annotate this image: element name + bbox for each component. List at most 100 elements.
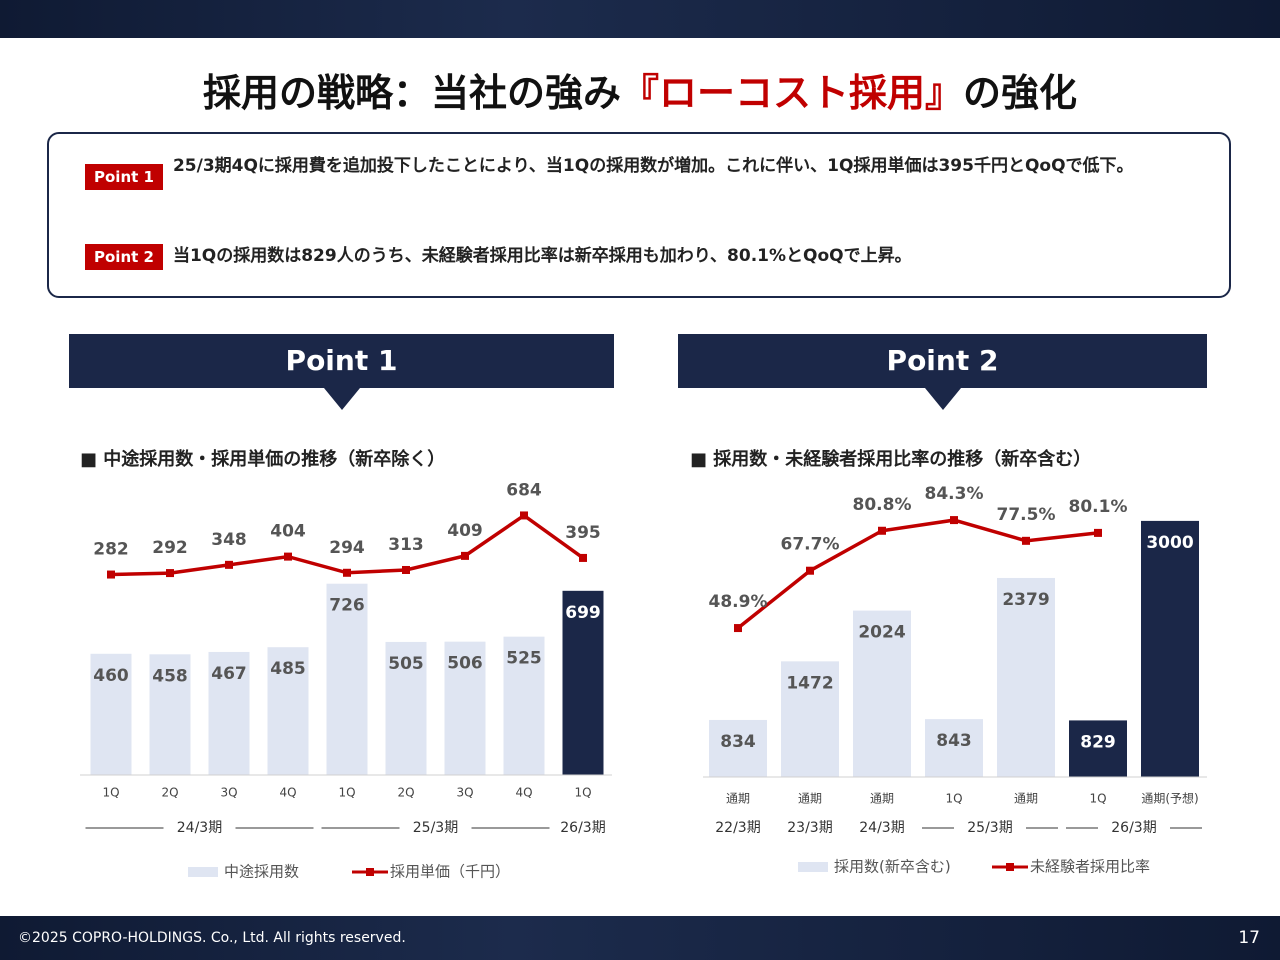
legend-swatch (188, 867, 218, 877)
x-tick-label: 通期 (870, 792, 894, 806)
bar (503, 636, 545, 775)
line-marker (520, 511, 528, 520)
x-tick-label: 2Q (397, 786, 414, 800)
line-value-label: 84.3% (925, 484, 984, 504)
line-value-label: 684 (506, 480, 542, 500)
point-text: 25/3期4Qに採用費を追加投下したことにより、当1Qの採用数が増加。これに伴い… (172, 156, 1134, 176)
line-marker (166, 569, 174, 578)
group-label: 22/3期 (715, 820, 760, 836)
line-value-label: 80.8% (853, 495, 912, 515)
bar (781, 661, 839, 777)
bar (90, 653, 132, 775)
x-tick-label: 1Q (945, 792, 962, 806)
point-label: Point 1 (85, 164, 163, 190)
legend-swatch (1006, 863, 1014, 871)
footer: ©2025 COPRO-HOLDINGS. Co., Ltd. All righ… (0, 916, 1280, 960)
group-label: 24/3期 (177, 820, 222, 836)
x-tick-label: 通期(予想) (1141, 791, 1198, 806)
point-label: Point 2 (85, 244, 163, 270)
line-value-label: 395 (565, 523, 601, 543)
group-label: 26/3期 (560, 820, 605, 836)
footer-band (0, 916, 1280, 960)
x-tick-label: 4Q (279, 786, 296, 800)
line-marker (402, 565, 410, 574)
x-tick-label: 4Q (515, 786, 532, 800)
line-marker (878, 526, 886, 535)
bar-value-label: 458 (152, 666, 188, 686)
slide-title: 採用の戦略：当社の強み『ローコスト採用』の強化 (0, 62, 1280, 117)
x-tick-label: 2Q (161, 786, 178, 800)
line-value-label: 294 (329, 538, 365, 558)
line-value-label: 404 (270, 522, 306, 542)
bar-value-label: 2024 (858, 623, 905, 643)
bar-value-label: 506 (447, 654, 483, 674)
group-label: 24/3期 (859, 820, 904, 836)
chart-title: ■ 中途採用数・採用単価の推移（新卒除く） (80, 448, 445, 470)
bar (562, 590, 604, 775)
legend-label: 採用数(新卒含む) (834, 858, 951, 876)
line-value-label: 80.1% (1069, 497, 1128, 517)
line-marker (461, 551, 469, 560)
bar (326, 583, 368, 775)
bar (149, 654, 191, 775)
bar-value-label: 726 (329, 596, 365, 616)
x-tick-label: 1Q (102, 786, 119, 800)
line-marker (1022, 536, 1030, 545)
title-highlight: 『ローコスト採用』 (620, 71, 963, 115)
bar-value-label: 460 (93, 666, 129, 686)
bar (925, 719, 983, 777)
line-value-label: 409 (447, 521, 483, 541)
bar-value-label: 699 (565, 603, 601, 623)
line-marker (734, 624, 742, 633)
legend-label: 未経験者採用比率 (1030, 858, 1150, 876)
header-band (0, 0, 1280, 38)
bar-value-label: 505 (388, 654, 424, 674)
line-value-label: 282 (93, 540, 129, 560)
bar (853, 610, 911, 777)
bar (1141, 520, 1199, 777)
line-value-label: 48.9% (709, 592, 768, 612)
panel-header: Point 2 (678, 334, 1207, 410)
line-value-label: 77.5% (997, 505, 1056, 525)
bar (997, 577, 1055, 777)
bar (385, 641, 427, 775)
x-tick-label: 1Q (338, 786, 355, 800)
bar-value-label: 843 (936, 731, 972, 751)
line-marker (806, 566, 814, 575)
line-value-label: 292 (152, 538, 188, 558)
bar-value-label: 525 (506, 649, 542, 669)
line-marker (579, 553, 587, 562)
legend-label: 中途採用数 (224, 863, 299, 881)
line (736, 518, 1099, 630)
legend-label: 採用単価（千円） (390, 863, 510, 881)
bar (208, 651, 250, 775)
title-text: の強化 (963, 71, 1078, 115)
group-label: 25/3期 (967, 820, 1012, 836)
group-label: 23/3期 (787, 820, 832, 836)
bar (444, 641, 486, 775)
bar-value-label: 829 (1080, 732, 1116, 752)
line-marker (284, 552, 292, 561)
bar-value-label: 2379 (1002, 590, 1049, 610)
bar-value-label: 1472 (786, 673, 833, 693)
line-marker (343, 568, 351, 577)
line-value-label: 67.7% (781, 535, 840, 555)
points-box: Point 1 25/3期4Qに採用費を追加投下したことにより、当1Qの採用数が増… (47, 132, 1231, 298)
chart-title: ■ 採用数・未経験者採用比率の推移（新卒含む） (690, 448, 1091, 470)
legend-swatch (798, 862, 828, 872)
line-marker (225, 560, 233, 569)
line-value-label: 348 (211, 530, 247, 550)
x-tick-label: 1Q (1089, 792, 1106, 806)
page-number: 17 (1238, 928, 1260, 948)
bar (1069, 720, 1127, 777)
bar (709, 719, 767, 777)
x-tick-label: 通期 (1014, 792, 1038, 806)
panel-header: Point 1 (69, 334, 614, 410)
x-tick-label: 通期 (798, 792, 822, 806)
legend-swatch (366, 868, 374, 876)
point: Point 1 25/3期4Qに採用費を追加投下したことにより、当1Qの採用数が増… (85, 154, 1189, 190)
copyright: ©2025 COPRO-HOLDINGS. Co., Ltd. All righ… (18, 930, 406, 946)
title-text: 採用の戦略：当社の強み (202, 71, 621, 115)
bar-value-label: 485 (270, 659, 306, 679)
x-tick-label: 通期 (726, 792, 750, 806)
